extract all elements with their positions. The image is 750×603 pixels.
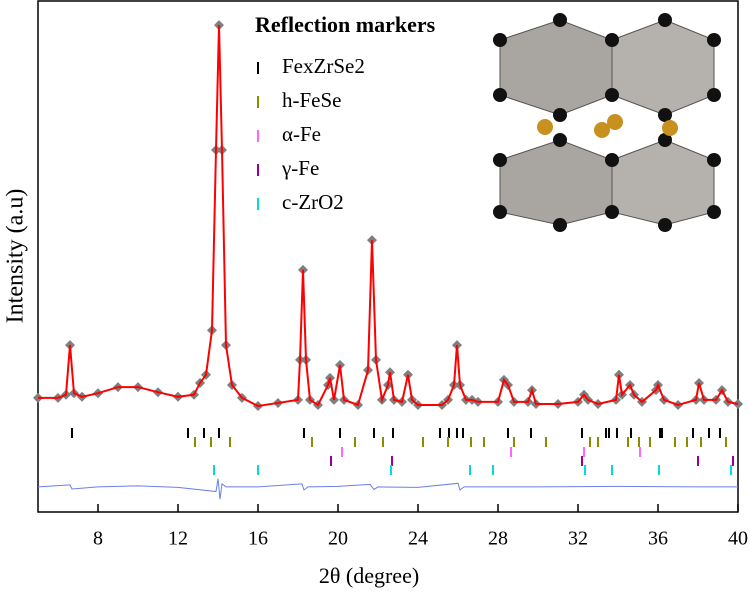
- legend-label: FexZrSe2: [282, 54, 365, 78]
- crystal-inset: [493, 13, 721, 232]
- profile-line: [37, 478, 738, 500]
- x-tick-label: 32: [568, 528, 588, 550]
- x-tick-label: 8: [93, 528, 103, 550]
- y-axis-label: Intensity (a.u): [3, 189, 29, 324]
- x-tick-label: 36: [648, 528, 668, 550]
- plot-frame: [37, 0, 739, 513]
- x-tick-label: 24: [408, 528, 428, 550]
- x-tick-label: 20: [328, 528, 348, 550]
- legend-label: c-ZrO2: [282, 190, 344, 214]
- x-tick-label: 28: [488, 528, 508, 550]
- legend-title: Reflection markers: [255, 12, 436, 37]
- legend-label: α-Fe: [282, 122, 321, 146]
- x-tick-label: 16: [248, 528, 268, 550]
- legend-label: γ-Fe: [281, 156, 319, 180]
- x-axis-label: 2θ (degree): [319, 563, 419, 588]
- x-tick-label: 12: [168, 528, 188, 550]
- x-tick-label: 40: [728, 528, 748, 550]
- profile-line: [38, 25, 739, 408]
- legend-label: h-FeSe: [282, 88, 342, 112]
